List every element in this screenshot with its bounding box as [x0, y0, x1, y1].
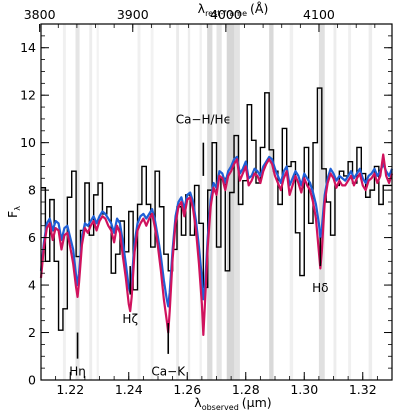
- y-tick-label: 12: [20, 88, 36, 103]
- axis-ticks: 1.22 1.24 1.26 1.28 1.30 1.32 0 2 4 6 8 10 12 14 3800 3…: [20, 7, 393, 397]
- sky-band-8: [199, 24, 202, 380]
- y-axis-title: Fλ: [5, 206, 22, 218]
- sky-band-1: [75, 24, 80, 380]
- sky-band-13: [269, 24, 274, 380]
- y-tick-label: 14: [20, 40, 36, 55]
- x-tick-label: 1.24: [115, 382, 143, 397]
- x-axis-title-unit: (μm): [242, 395, 272, 410]
- sky-band-0: [62, 24, 66, 380]
- line-label: Ca−K: [151, 364, 186, 378]
- y-axis-title-symbol: F: [5, 211, 20, 218]
- sky-band-2: [89, 24, 93, 380]
- line-label: Ca−H/Hϵ: [176, 113, 231, 127]
- series-layer: [39, 87, 394, 337]
- y-tick-label: 6: [28, 230, 36, 245]
- x-axis-title-symbol: λ: [194, 395, 202, 410]
- y-axis-title-sub: λ: [13, 206, 22, 211]
- top-axis-title-unit: (Å): [250, 1, 268, 16]
- x-axis-title: λobserved (μm): [194, 395, 271, 412]
- top-axis-title-symbol: λ: [198, 1, 206, 16]
- sky-band-15: [318, 24, 325, 380]
- y-tick-label: 10: [20, 135, 36, 150]
- sky-band-14: [289, 24, 294, 380]
- x-tick-label: 1.32: [349, 382, 377, 397]
- sky-band-5: [150, 24, 154, 380]
- model-magenta-line: [39, 153, 394, 337]
- sky-band-17: [348, 24, 352, 380]
- x-axis-title-sub: observed: [202, 403, 239, 412]
- line-labels: Hη Hζ Ca−K Ca−H/Hϵ Hδ: [69, 113, 328, 379]
- observed-spectrum-line: [41, 87, 392, 331]
- x-tick-label: 1.30: [290, 382, 318, 397]
- x-tick-label: 1.26: [173, 382, 201, 397]
- y-tick-label: 0: [28, 373, 36, 388]
- top-tick-label: 4000: [210, 7, 242, 22]
- sky-band-7: [187, 24, 191, 380]
- sky-band-11: [226, 24, 235, 380]
- line-label: Hζ: [122, 312, 138, 326]
- top-axis-title-sub: rest-frame: [205, 9, 247, 18]
- sky-band-18: [368, 24, 373, 380]
- sky-band-10: [216, 24, 222, 380]
- y-tick-label: 2: [28, 325, 36, 340]
- line-label: Hη: [69, 364, 86, 378]
- top-tick-label: 3900: [117, 7, 149, 22]
- y-tick-label: 4: [28, 278, 36, 293]
- x-tick-label: 1.22: [56, 382, 84, 397]
- top-tick-label: 4100: [303, 7, 335, 22]
- sky-band-3: [96, 24, 99, 380]
- x-tick-label: 1.28: [232, 382, 260, 397]
- sky-band-4: [137, 24, 141, 380]
- line-label: Hδ: [312, 281, 328, 295]
- top-axis-title: λrest-frame (Å): [198, 1, 269, 18]
- y-tick-label: 8: [28, 183, 36, 198]
- sky-band-12: [234, 24, 240, 380]
- top-tick-label: 3800: [24, 7, 56, 22]
